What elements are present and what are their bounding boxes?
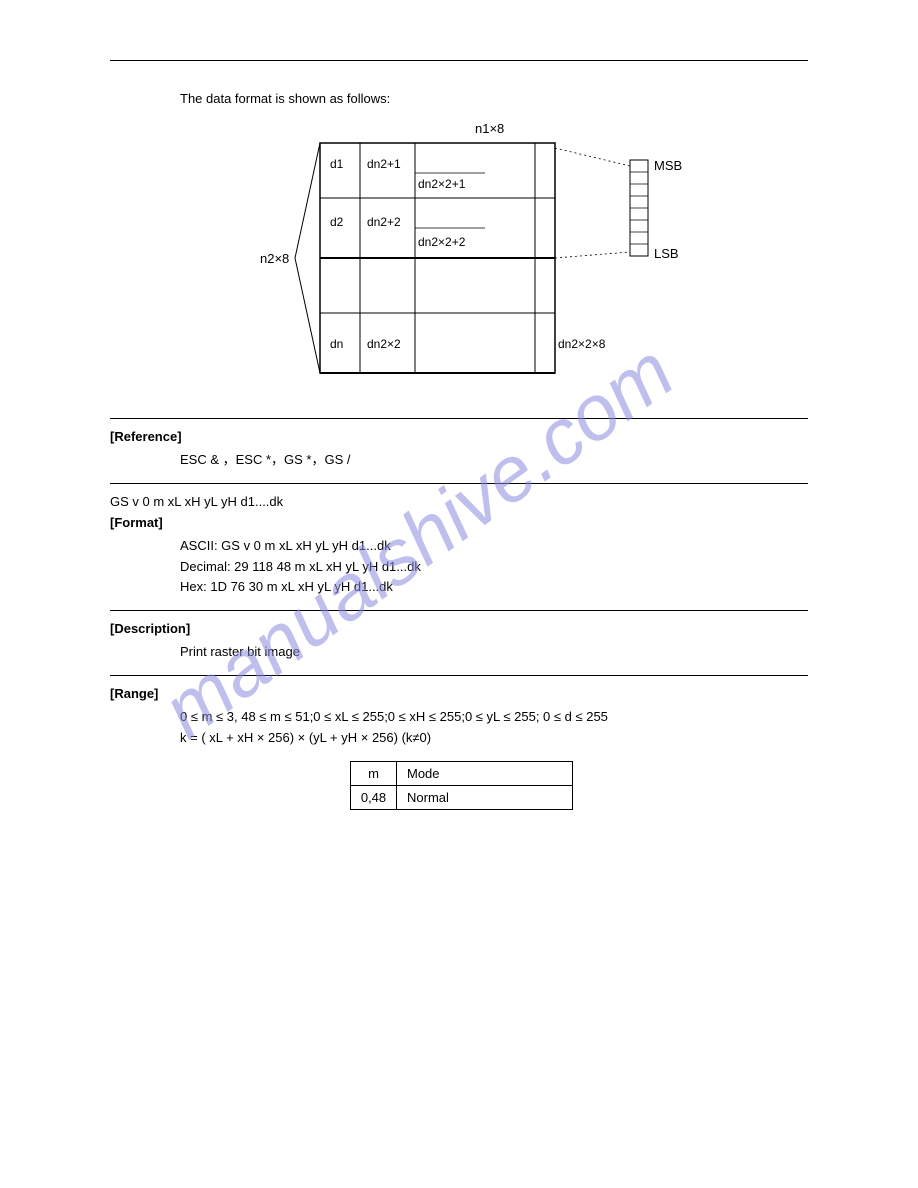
range-label: [Range] (110, 686, 808, 701)
svg-text:d2: d2 (330, 215, 344, 229)
svg-text:LSB: LSB (654, 246, 679, 261)
diagram-svg: n1×8 n2×8 d1 dn2+1 dn2×2+1 (260, 118, 740, 398)
top-rule (110, 60, 808, 61)
table-header-mode: Mode (397, 761, 573, 785)
table-cell: 0,48 (351, 785, 397, 809)
cmd-title: GS v 0 m xL xH yL yH d1....dk (110, 494, 808, 509)
format-label: [Format] (110, 515, 808, 530)
data-format-diagram: n1×8 n2×8 d1 dn2+1 dn2×2+1 (260, 118, 740, 398)
svg-text:n1×8: n1×8 (475, 121, 504, 136)
svg-text:dn2+1: dn2+1 (367, 157, 401, 171)
svg-text:dn2+2: dn2+2 (367, 215, 401, 229)
intro-text: The data format is shown as follows: (180, 91, 808, 106)
description-text: Print raster bit image (180, 642, 808, 663)
svg-text:dn2×2+2: dn2×2+2 (418, 235, 466, 249)
svg-text:n2×8: n2×8 (260, 251, 289, 266)
table-header-m: m (351, 761, 397, 785)
range-text: 0 ≤ m ≤ 3, 48 ≤ m ≤ 51;0 ≤ xL ≤ 255;0 ≤ … (180, 707, 808, 728)
reference-label: [Reference] (110, 429, 808, 444)
mode-table: m Mode 0,48 Normal (350, 761, 573, 810)
table-cell: Normal (397, 785, 573, 809)
svg-text:dn2×2×8: dn2×2×8 (558, 337, 606, 351)
format-line-1: ASCII: GS v 0 m xL xH yL yH d1...dk (180, 536, 808, 557)
reference-text: ESC & ，ESC *，GS *，GS / (180, 450, 808, 471)
svg-text:dn: dn (330, 337, 343, 351)
range-k: k = ( xL + xH × 256) × (yL + yH × 256) (… (180, 728, 808, 749)
svg-text:dn2×2: dn2×2 (367, 337, 401, 351)
svg-text:d1: d1 (330, 157, 344, 171)
svg-text:dn2×2+1: dn2×2+1 (418, 177, 466, 191)
table-row: 0,48 Normal (351, 785, 573, 809)
description-label: [Description] (110, 621, 808, 636)
table-row: m Mode (351, 761, 573, 785)
svg-text:MSB: MSB (654, 158, 682, 173)
format-line-2: Decimal: 29 118 48 m xL xH yL yH d1...dk (180, 557, 808, 578)
format-line-3: Hex: 1D 76 30 m xL xH yL yH d1...dk (180, 577, 808, 598)
